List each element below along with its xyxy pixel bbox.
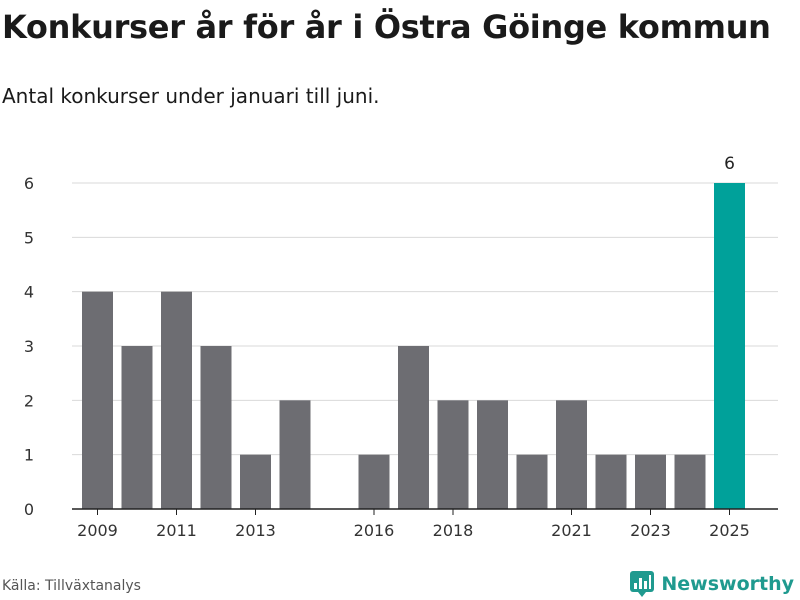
bar-2009 [82, 291, 113, 509]
y-tick-label: 2 [24, 391, 34, 410]
data-label: 6 [724, 154, 735, 174]
x-tick-label: 2018 [433, 521, 474, 540]
x-tick-label: 2013 [235, 521, 276, 540]
bar-2011 [161, 291, 192, 509]
bar-2018 [437, 400, 469, 509]
bar-2020 [516, 454, 548, 509]
bar-2016 [358, 454, 390, 509]
chart-subtitle: Antal konkurser under januari till juni. [2, 84, 380, 108]
x-tick-label: 2021 [551, 521, 592, 540]
chart-title: Konkurser år för år i Östra Göinge kommu… [2, 8, 771, 46]
y-tick-label: 3 [24, 337, 34, 356]
brand-name: Newsworthy [661, 573, 794, 595]
x-tick-label: 2009 [77, 521, 118, 540]
x-tick-label: 2016 [354, 521, 395, 540]
y-tick-label: 4 [24, 283, 34, 302]
brand-logo: Newsworthy [629, 570, 794, 598]
y-tick-label: 6 [24, 174, 34, 193]
source-note: Källa: Tillväxtanalys [2, 578, 141, 594]
bar-2022 [595, 454, 627, 509]
bar-2024 [674, 454, 706, 509]
bar-chart: 0 1 2 3 4 5 6 2009 2011 2013 2016 2018 2021 2023 2025 6 [24, 154, 778, 540]
bar-2019 [477, 400, 508, 509]
y-tick-label: 1 [24, 446, 34, 465]
bar-2017 [398, 346, 429, 509]
bar-2012 [200, 346, 232, 509]
x-tick-label: 2025 [709, 521, 750, 540]
y-tick-label: 5 [24, 228, 34, 247]
x-tick-label: 2023 [630, 521, 671, 540]
y-tick-label: 0 [24, 500, 34, 519]
newsworthy-logo-icon [630, 571, 655, 597]
bar-2014 [279, 400, 311, 509]
x-tick-label: 2011 [156, 521, 197, 540]
bar-2010 [121, 346, 153, 509]
bar-2021 [556, 400, 587, 509]
bar-2023 [635, 454, 666, 509]
bar-2013 [240, 454, 271, 509]
bar-2025 [714, 183, 745, 509]
